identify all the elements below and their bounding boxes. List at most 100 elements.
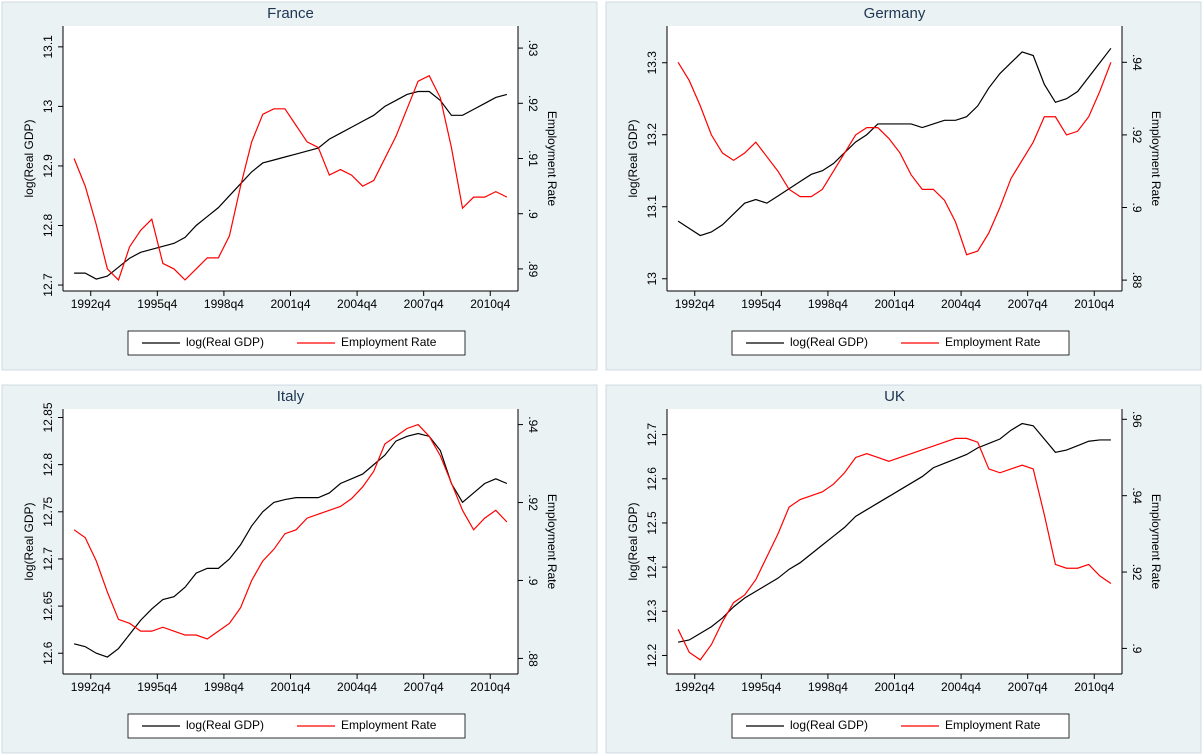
y2-tick-label: .88 <box>1130 272 1144 289</box>
y2-tick-label: .92 <box>1130 564 1144 581</box>
y-tick-label: 13.2 <box>645 123 659 147</box>
legend-label: Employment Rate <box>945 718 1041 732</box>
y2-tick-label: .93 <box>526 40 540 57</box>
legend-label: log(Real GDP) <box>790 335 868 349</box>
y2-tick-label: .91 <box>526 150 540 167</box>
x-tick-label: 2001q4 <box>874 297 914 311</box>
legend-label: Employment Rate <box>341 335 437 349</box>
y2-tick-label: .92 <box>1130 127 1144 144</box>
panel: UK 12.2 12.3 12.4 12.5 12.6 12.7 .9 .92 .94 .96 199… <box>605 384 1202 754</box>
y-tick-label: 12.6 <box>645 467 659 491</box>
x-tick-label: 1992q4 <box>71 297 111 311</box>
x-tick-label: 1992q4 <box>675 297 715 311</box>
y2-tick-label: .9 <box>1130 202 1144 212</box>
plot-area <box>63 409 518 674</box>
plot-area <box>63 26 518 291</box>
x-tick-label: 1992q4 <box>71 680 111 694</box>
x-tick-label: 1998q4 <box>808 680 848 694</box>
y2-tick-label: .92 <box>526 95 540 112</box>
y2-tick-label: .94 <box>1130 487 1144 504</box>
panel: Germany 13 13.1 13.2 13.3 .88 .9 .92 .94 1992q4 19… <box>605 1 1202 371</box>
series-line <box>73 423 508 640</box>
x-tick-label: 2010q4 <box>1074 297 1114 311</box>
series-line <box>74 90 508 280</box>
y2-axis-title: Employment Rate <box>545 111 559 207</box>
legend <box>731 713 1070 739</box>
y-tick-label: 13.3 <box>645 51 659 75</box>
x-tick-label: 2004q4 <box>941 680 981 694</box>
x-tick-label: 1995q4 <box>137 680 177 694</box>
series-line <box>677 61 1112 256</box>
y-tick-label: 12.7 <box>645 423 659 447</box>
y2-axis-title: Employment Rate <box>1149 111 1163 207</box>
x-tick-label: 1995q4 <box>137 297 177 311</box>
x-tick-label: 2001q4 <box>270 680 310 694</box>
plot-area <box>667 409 1122 674</box>
y-tick-label: 13.1 <box>41 35 55 59</box>
y-tick-label: 13 <box>41 99 55 113</box>
x-tick-label: 1998q4 <box>808 297 848 311</box>
x-tick-label: 2010q4 <box>470 297 510 311</box>
y-tick-label: 12.5 <box>645 511 659 535</box>
y-tick-label: 12.2 <box>645 643 659 667</box>
legend-label: log(Real GDP) <box>186 718 264 732</box>
y-tick-label: 12.85 <box>41 402 55 432</box>
y2-tick-label: .9 <box>526 575 540 585</box>
y2-tick-label: .96 <box>1130 411 1144 428</box>
x-tick-label: 1992q4 <box>675 680 715 694</box>
x-tick-label: 2001q4 <box>270 297 310 311</box>
chart-title: UK <box>884 388 905 405</box>
x-tick-label: 1995q4 <box>741 680 781 694</box>
legend <box>127 713 466 739</box>
y-tick-label: 12.3 <box>645 599 659 623</box>
y-tick-label: 12.75 <box>41 496 55 526</box>
x-tick-label: 2004q4 <box>337 297 377 311</box>
series-line <box>73 432 508 658</box>
legend-label: log(Real GDP) <box>186 335 264 349</box>
y-tick-label: 12.9 <box>41 154 55 178</box>
x-tick-label: 1995q4 <box>741 297 781 311</box>
y-tick-label: 12.6 <box>41 641 55 665</box>
x-tick-label: 1998q4 <box>204 297 244 311</box>
legend-label: Employment Rate <box>341 718 437 732</box>
series-line <box>677 437 1112 661</box>
x-tick-label: 2004q4 <box>941 297 981 311</box>
x-tick-label: 2004q4 <box>337 680 377 694</box>
x-tick-label: 1998q4 <box>204 680 244 694</box>
y2-tick-label: .9 <box>1130 643 1144 653</box>
y-tick-label: 12.7 <box>41 273 55 297</box>
y2-axis-title: Employment Rate <box>545 494 559 590</box>
y2-tick-label: .94 <box>526 416 540 433</box>
x-tick-label: 2007q4 <box>404 297 444 311</box>
y-axis-title: log(Real GDP) <box>22 502 36 580</box>
legend <box>731 330 1070 356</box>
x-tick-label: 2007q4 <box>404 680 444 694</box>
chart-title: France <box>267 5 314 22</box>
plot-area <box>667 26 1122 291</box>
y-tick-label: 12.65 <box>41 591 55 621</box>
x-tick-label: 2001q4 <box>874 680 914 694</box>
x-tick-label: 2010q4 <box>470 680 510 694</box>
y-tick-label: 12.4 <box>645 555 659 579</box>
y-axis-title: log(Real GDP) <box>626 502 640 580</box>
y-axis-title: log(Real GDP) <box>22 119 36 197</box>
legend <box>127 330 466 356</box>
y2-tick-label: .89 <box>526 261 540 278</box>
panel: France 12.7 12.8 12.9 13 13.1 .89 .9 .91 .92 .93 19… <box>1 1 598 371</box>
y-tick-label: 12.8 <box>41 213 55 237</box>
series-line <box>677 422 1111 643</box>
y-tick-label: 12.8 <box>41 453 55 477</box>
y-tick-label: 12.7 <box>41 547 55 571</box>
x-tick-label: 2007q4 <box>1008 680 1048 694</box>
x-tick-label: 2007q4 <box>1008 297 1048 311</box>
legend-label: log(Real GDP) <box>790 718 868 732</box>
chart-title: Germany <box>864 5 926 22</box>
series-line <box>73 74 508 282</box>
series-line <box>677 47 1112 237</box>
legend-label: Employment Rate <box>945 335 1041 349</box>
y2-tick-label: .94 <box>1130 54 1144 71</box>
y2-tick-label: .9 <box>526 209 540 219</box>
y-axis-title: log(Real GDP) <box>626 119 640 197</box>
